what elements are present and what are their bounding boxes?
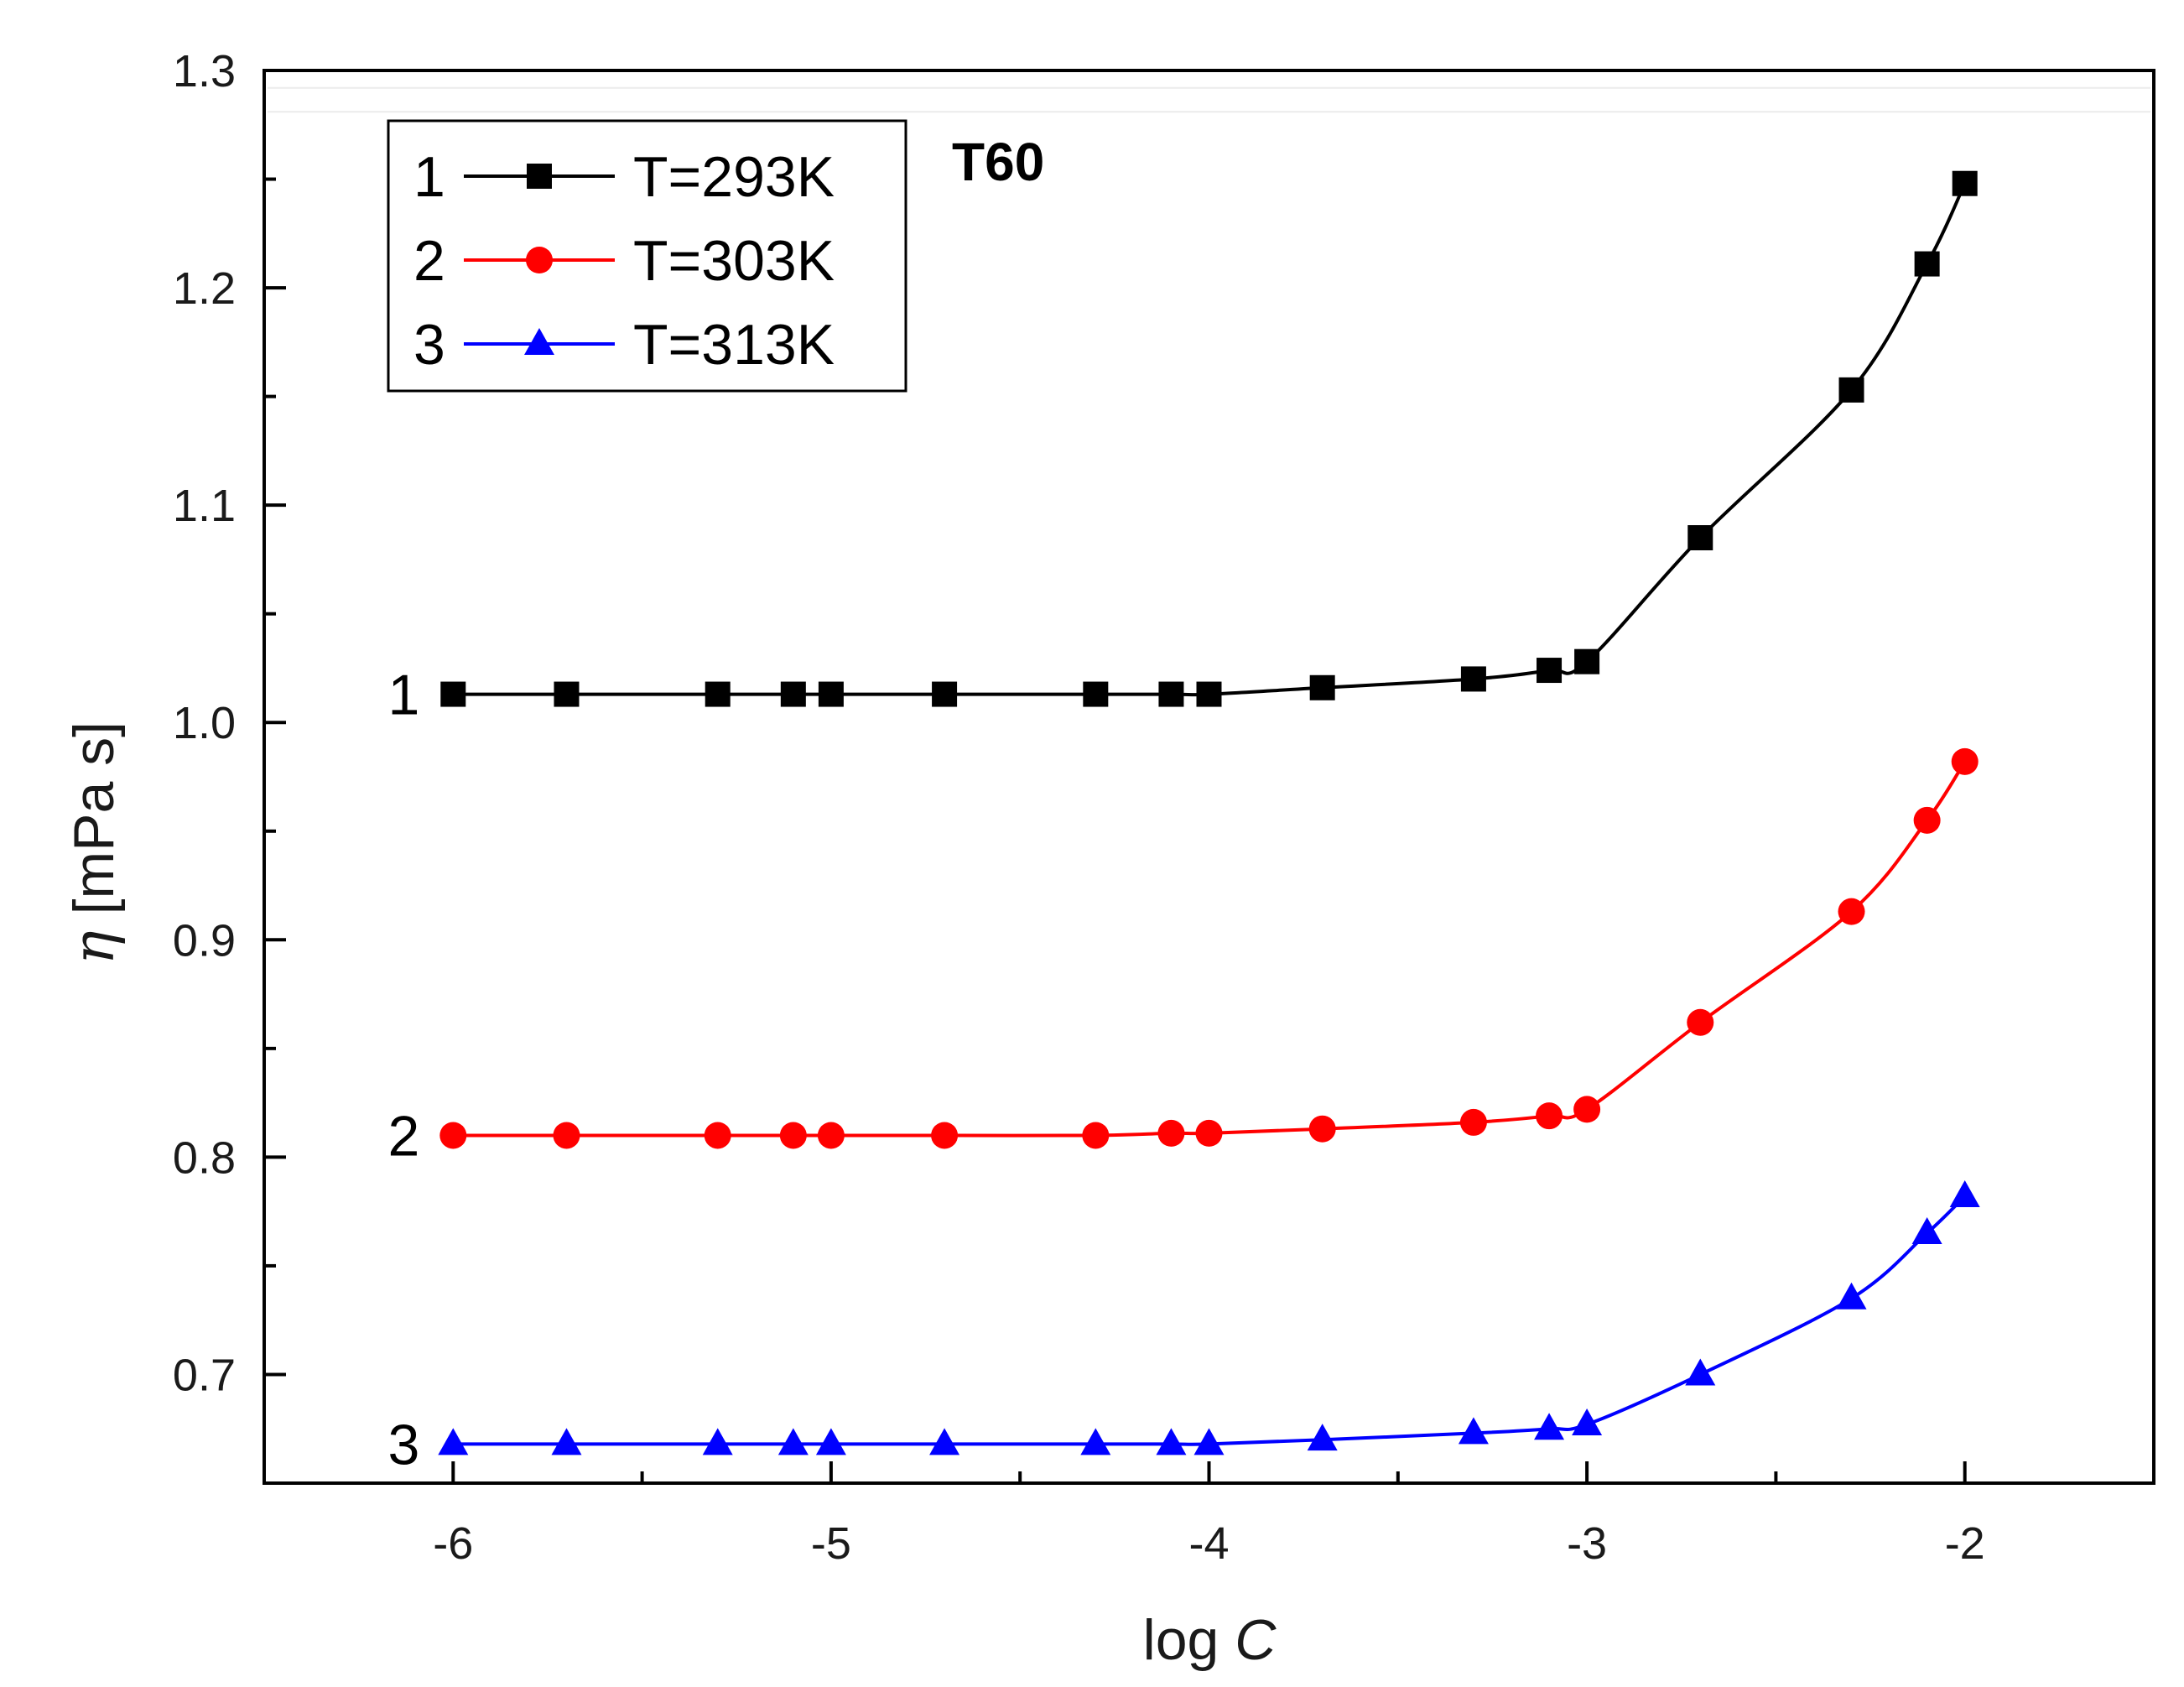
data-point (438, 1428, 469, 1455)
y-axis-title-unit: [mPa s] (62, 721, 126, 930)
legend-label-2: T=303K (633, 229, 835, 293)
y-tick-label: 1.2 (173, 263, 236, 314)
data-point (1196, 681, 1222, 707)
chart-annotation: T60 (952, 132, 1044, 192)
data-point (1838, 377, 1864, 403)
x-tick-label: -6 (433, 1518, 473, 1569)
y-tick-label: 0.9 (173, 915, 236, 966)
data-point (1911, 1217, 1942, 1245)
x-axis-title-variable: C (1235, 1608, 1277, 1672)
data-point (1685, 1358, 1716, 1386)
data-point (1836, 1282, 1867, 1310)
x-tick-label: -3 (1567, 1518, 1607, 1569)
data-point (553, 1122, 580, 1149)
data-point (1193, 1428, 1225, 1455)
data-point (1307, 1424, 1338, 1451)
x-tick-label: -2 (1945, 1518, 1985, 1569)
x-axis-title: log C (1143, 1608, 1277, 1672)
data-point (702, 1428, 733, 1455)
data-point (1083, 681, 1109, 707)
series-layer (438, 170, 1980, 1455)
data-point (1687, 1008, 1714, 1036)
data-point (1914, 251, 1940, 277)
data-point (1458, 1417, 1489, 1445)
data-point (1949, 1180, 1980, 1208)
data-point (1536, 1102, 1563, 1130)
data-point (1459, 1108, 1487, 1136)
legend-marker-2 (526, 247, 553, 273)
data-point (1308, 1115, 1336, 1143)
series-1 (440, 170, 1978, 707)
data-point (779, 1122, 807, 1149)
legend-number-2: 2 (413, 229, 445, 293)
data-point (1158, 681, 1184, 707)
legend-marker-1 (527, 164, 552, 189)
data-point (1574, 648, 1600, 674)
data-point (1573, 1096, 1601, 1123)
data-point (439, 1122, 467, 1149)
legend-number-3: 3 (413, 313, 445, 377)
data-point (1537, 658, 1563, 684)
data-point (1157, 1119, 1185, 1147)
legend-label-3: T=313K (633, 313, 835, 377)
y-tick-label: 1.1 (173, 481, 236, 531)
data-point (554, 681, 580, 707)
labels-layer: -6 -5 -4 -3 -2 0.7 0.8 0.9 1.0 1.1 1.2 1.3 1 2 3 (173, 46, 1985, 1569)
data-point (1952, 170, 1978, 196)
data-point (1913, 806, 1941, 834)
y-tick-label: 0.7 (173, 1350, 236, 1400)
data-point (780, 681, 806, 707)
data-point (704, 1122, 731, 1149)
legend-marker-3 (524, 328, 554, 355)
data-point (1687, 525, 1713, 551)
data-point (932, 681, 958, 707)
legend-number-1: 1 (413, 145, 445, 209)
y-tick-label: 1.3 (173, 46, 236, 96)
legend-box (387, 119, 907, 393)
data-point (1309, 674, 1335, 700)
series-line-3 (453, 1195, 1967, 1446)
data-point (817, 1122, 845, 1149)
data-point (440, 681, 466, 707)
x-tick-label: -5 (811, 1518, 851, 1569)
data-point (815, 1428, 846, 1455)
series-3 (438, 1180, 1980, 1455)
grid-layer (268, 86, 2150, 113)
x-tick-label: -4 (1188, 1518, 1229, 1569)
series-line-2 (453, 760, 1967, 1138)
data-point (1534, 1413, 1565, 1440)
axes-layer (263, 69, 2155, 1485)
y-axis-title-symbol: η (61, 930, 127, 965)
data-point (1156, 1428, 1187, 1455)
legend: 1 T=293K 2 T=303K 3 T=313K (387, 119, 907, 393)
data-point (1460, 666, 1486, 692)
data-point (1951, 747, 1979, 775)
data-point (1082, 1122, 1110, 1149)
data-point (929, 1428, 960, 1455)
y-tick-label: 1.0 (173, 698, 236, 748)
series-line-1 (453, 182, 1967, 697)
data-point (705, 681, 731, 707)
x-axis-title-prefix: log (1143, 1608, 1235, 1672)
curve-label-1: 1 (387, 664, 419, 727)
data-point (1195, 1119, 1223, 1147)
curve-label-2: 2 (387, 1104, 419, 1168)
data-point (551, 1428, 582, 1455)
legend-label-1: T=293K (633, 145, 835, 209)
data-point (1838, 898, 1865, 925)
curve-label-3: 3 (387, 1413, 419, 1476)
data-point (818, 681, 844, 707)
y-axis-title: η [mPa s] (61, 721, 127, 965)
data-point (1572, 1408, 1603, 1436)
data-point (931, 1122, 959, 1149)
y-tick-label: 0.8 (173, 1132, 236, 1183)
data-point (777, 1428, 809, 1455)
series-2 (439, 747, 1979, 1149)
data-point (1080, 1428, 1111, 1455)
